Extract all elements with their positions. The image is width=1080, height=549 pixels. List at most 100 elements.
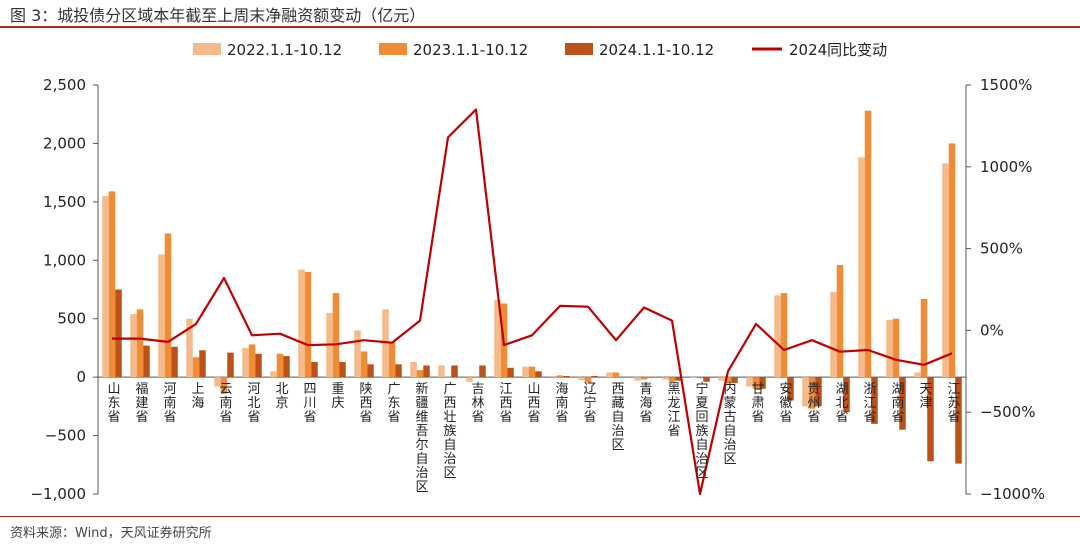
left-tick-label: 1,500 <box>43 193 86 211</box>
right-tick-label: 0% <box>980 321 1004 339</box>
category-label-16: 海南省 <box>555 382 568 425</box>
bar-2-25 <box>808 377 816 409</box>
bar-3-18 <box>619 377 626 378</box>
category-label-26: 湖北省 <box>835 382 848 425</box>
svg-text:东: 东 <box>107 396 120 411</box>
bar-3-24 <box>787 377 794 401</box>
svg-text:区: 区 <box>443 466 456 481</box>
left-tick-label: −500 <box>45 427 86 445</box>
category-label-13: 吉林省 <box>471 382 484 425</box>
bar-3-25 <box>815 377 822 407</box>
right-tick-label: 1000% <box>980 158 1032 176</box>
svg-text:庆: 庆 <box>331 396 344 411</box>
svg-text:省: 省 <box>219 410 232 425</box>
svg-text:自: 自 <box>415 452 428 467</box>
svg-text:自: 自 <box>695 438 708 453</box>
svg-text:治: 治 <box>611 424 624 439</box>
svg-text:省: 省 <box>863 410 876 425</box>
category-label-15: 山西省 <box>527 382 540 425</box>
bar-2-13 <box>472 377 480 378</box>
bar-2-26 <box>836 264 844 378</box>
svg-text:藏: 藏 <box>611 396 624 411</box>
bar-2-10 <box>388 342 396 378</box>
svg-text:天: 天 <box>919 382 932 397</box>
svg-text:山: 山 <box>527 382 540 397</box>
bar-2-18 <box>612 372 620 378</box>
bar-2-2 <box>164 233 172 378</box>
bar-3-11 <box>423 365 430 378</box>
svg-text:上: 上 <box>191 382 204 397</box>
category-label-14: 江西省 <box>499 382 512 425</box>
left-tick-label: 0 <box>76 368 86 386</box>
bar-2-22 <box>724 377 732 383</box>
bar-3-2 <box>171 346 178 378</box>
bar-1-30 <box>942 163 949 378</box>
category-label-1: 福建省 <box>135 382 148 425</box>
bar-2-23 <box>752 377 760 389</box>
bar-3-10 <box>395 364 402 378</box>
source-note: 资料来源：Wind，天风证券研究所 <box>10 526 212 541</box>
svg-text:江: 江 <box>499 382 512 397</box>
svg-text:治: 治 <box>415 466 428 481</box>
bar-2-6 <box>276 353 284 378</box>
left-tick-label: 2,000 <box>43 134 86 152</box>
legend-swatch-1 <box>379 43 407 55</box>
svg-text:自: 自 <box>723 424 736 439</box>
bar-3-17 <box>591 375 598 378</box>
svg-text:省: 省 <box>527 410 540 425</box>
svg-text:省: 省 <box>107 410 120 425</box>
bar-2-24 <box>780 293 788 378</box>
svg-text:西: 西 <box>499 396 512 411</box>
svg-text:疆: 疆 <box>415 396 428 411</box>
svg-text:自: 自 <box>611 410 624 425</box>
svg-text:海: 海 <box>639 396 652 411</box>
svg-text:江: 江 <box>667 410 680 425</box>
svg-text:回: 回 <box>695 410 708 425</box>
svg-text:广: 广 <box>443 382 456 397</box>
svg-text:西: 西 <box>359 396 372 411</box>
category-label-5: 河北省 <box>247 382 260 425</box>
legend-label-3: 2024同比变动 <box>789 41 887 59</box>
svg-text:治: 治 <box>443 452 456 467</box>
category-label-7: 四川省 <box>303 382 316 425</box>
svg-text:省: 省 <box>359 410 372 425</box>
category-label-27: 浙江省 <box>863 382 876 425</box>
bar-3-0 <box>115 289 122 378</box>
bar-3-15 <box>535 371 542 378</box>
svg-text:壮: 壮 <box>443 410 456 425</box>
bar-2-7 <box>304 271 312 378</box>
svg-text:山: 山 <box>107 382 120 397</box>
bar-3-26 <box>843 377 850 413</box>
left-tick-label: −1,000 <box>30 485 86 503</box>
top-rule <box>0 26 1080 28</box>
svg-text:江: 江 <box>947 382 960 397</box>
bar-3-21 <box>703 377 710 382</box>
bar-2-1 <box>136 309 144 378</box>
svg-text:省: 省 <box>891 410 904 425</box>
svg-text:东: 东 <box>387 396 400 411</box>
category-label-24: 安徽省 <box>779 382 792 425</box>
bar-1-6 <box>270 371 277 378</box>
svg-text:宁: 宁 <box>695 381 708 397</box>
bar-2-30 <box>948 143 956 378</box>
bar-2-0 <box>108 191 116 378</box>
category-label-6: 北京 <box>275 382 288 411</box>
svg-text:北: 北 <box>275 382 288 397</box>
svg-text:区: 区 <box>695 466 708 481</box>
bar-1-29 <box>914 372 921 378</box>
svg-text:省: 省 <box>667 424 680 439</box>
category-label-23: 甘肃省 <box>751 382 764 425</box>
svg-text:青: 青 <box>639 382 652 397</box>
left-tick-label: 1,000 <box>43 251 86 269</box>
svg-text:河: 河 <box>163 382 176 397</box>
svg-text:南: 南 <box>163 395 176 411</box>
svg-text:省: 省 <box>163 410 176 425</box>
svg-text:古: 古 <box>723 410 736 425</box>
right-tick-label: 500% <box>980 240 1023 258</box>
svg-text:省: 省 <box>751 410 764 425</box>
